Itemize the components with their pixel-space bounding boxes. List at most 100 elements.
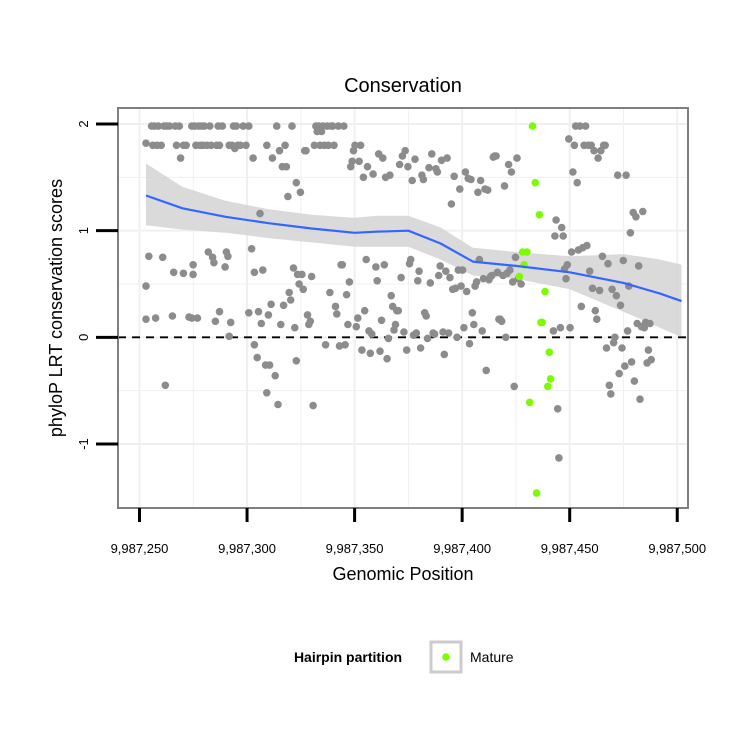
- data-point: [224, 252, 232, 261]
- data-point: [576, 122, 584, 130]
- data-point: [291, 323, 299, 332]
- data-point: [142, 282, 150, 290]
- data-point: [510, 382, 518, 391]
- data-point: [360, 306, 369, 315]
- data-point: [263, 389, 271, 397]
- data-point: [348, 157, 357, 166]
- data-point: [362, 255, 371, 264]
- data-point: [225, 332, 233, 341]
- data-point: [504, 160, 513, 169]
- data-point: [285, 288, 294, 297]
- data-point: [354, 314, 362, 322]
- data-point-mature: [541, 287, 549, 296]
- data-point: [502, 333, 510, 342]
- data-point: [488, 271, 496, 280]
- data-point: [470, 320, 478, 329]
- data-point: [363, 162, 372, 171]
- data-point: [344, 320, 352, 329]
- data-point: [415, 267, 423, 276]
- data-point: [189, 270, 197, 279]
- x-tick-label: 9,987,250: [111, 541, 169, 556]
- smooth-line: [145, 194, 682, 303]
- data-point: [513, 154, 521, 162]
- data-point: [394, 306, 403, 315]
- data-point: [211, 317, 220, 326]
- x-axis-label: Genomic Position: [332, 564, 473, 584]
- data-point: [483, 186, 492, 194]
- data-point: [506, 266, 514, 274]
- data-point: [458, 266, 467, 274]
- data-point: [460, 323, 468, 332]
- data-point: [456, 185, 464, 193]
- data-point: [368, 330, 376, 338]
- data-point: [161, 381, 170, 390]
- data-point: [406, 255, 415, 264]
- data-point: [593, 315, 601, 324]
- chart-title: Conservation: [344, 75, 462, 97]
- data-point-mature: [525, 398, 534, 407]
- data-point: [511, 253, 520, 262]
- data-point: [566, 323, 574, 332]
- data-point: [497, 317, 506, 326]
- data-point: [549, 327, 558, 335]
- data-point: [588, 284, 597, 293]
- data-point: [395, 160, 404, 169]
- data-point: [372, 263, 380, 271]
- data-point: [172, 141, 181, 150]
- x-tick-label: 9,987,500: [648, 541, 706, 556]
- data-point: [627, 358, 636, 366]
- data-point: [607, 390, 615, 398]
- data-point: [622, 171, 630, 179]
- data-point-mature: [528, 122, 537, 130]
- data-point-mature: [544, 382, 552, 391]
- data-point: [259, 266, 267, 274]
- data-point: [296, 188, 305, 197]
- data-point: [369, 170, 377, 178]
- data-point: [621, 362, 629, 370]
- data-point: [274, 400, 282, 409]
- data-point: [476, 176, 485, 185]
- data-point: [326, 288, 334, 297]
- data-point: [352, 322, 361, 331]
- data-point: [281, 141, 289, 150]
- x-tick-label: 9,987,350: [326, 541, 384, 556]
- data-point: [404, 162, 412, 171]
- data-point: [443, 154, 451, 162]
- data-point: [176, 154, 185, 162]
- data-point: [552, 216, 560, 224]
- data-point: [256, 209, 264, 218]
- data-point: [206, 122, 214, 130]
- data-point: [412, 329, 421, 337]
- data-point: [351, 141, 359, 150]
- data-point-mature: [538, 318, 546, 327]
- data-point: [559, 232, 567, 240]
- data-point: [423, 334, 432, 343]
- y-axis-label: phyloP LRT conservation scores: [46, 179, 66, 437]
- data-point: [310, 141, 319, 150]
- data-point: [430, 330, 439, 338]
- data-point-mature: [515, 272, 524, 281]
- data-point-mature: [531, 178, 540, 187]
- data-point: [411, 155, 419, 163]
- data-point: [465, 339, 474, 348]
- data-point: [422, 312, 431, 320]
- legend-label-mature: Mature: [470, 649, 514, 665]
- data-point: [175, 122, 184, 130]
- data-point-mature: [532, 489, 541, 497]
- data-point: [292, 178, 301, 187]
- data-point: [468, 309, 477, 317]
- data-point: [303, 311, 312, 319]
- data-point: [189, 261, 197, 269]
- data-point: [331, 302, 340, 311]
- data-point: [210, 258, 218, 267]
- data-point: [391, 320, 400, 329]
- data-point: [282, 162, 291, 171]
- data-point: [623, 327, 632, 335]
- data-point: [218, 122, 227, 130]
- data-point: [232, 122, 241, 130]
- data-point: [298, 270, 306, 279]
- data-point: [272, 122, 281, 130]
- x-tick-label: 9,987,400: [433, 541, 491, 556]
- data-point: [563, 261, 572, 269]
- data-point: [253, 353, 261, 362]
